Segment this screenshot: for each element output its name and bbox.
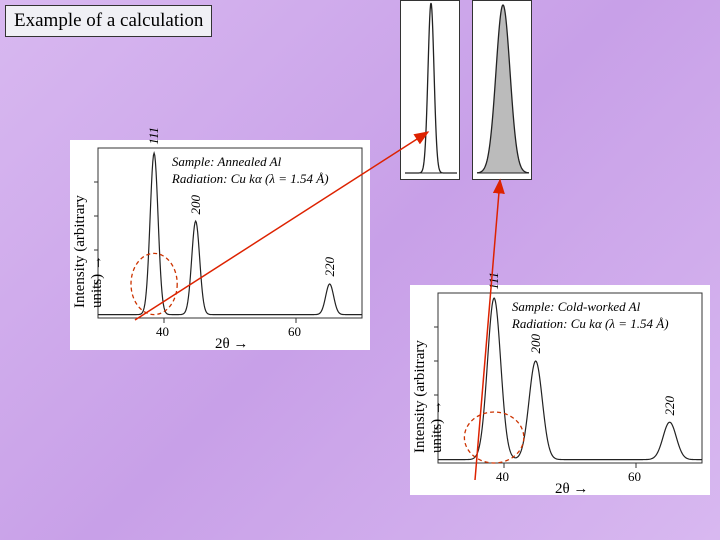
x-axis-label: 2θ → xyxy=(555,481,588,498)
peak-label: 200 xyxy=(188,195,204,215)
xrd-chart-coldworked: 4060111200220Intensity (arbitrary units)… xyxy=(410,285,710,495)
peak-label: 111 xyxy=(486,272,502,290)
x-tick-label: 40 xyxy=(156,324,169,340)
peak-label: 200 xyxy=(528,334,544,354)
x-tick-label: 60 xyxy=(288,324,301,340)
peak-label: 220 xyxy=(662,396,678,416)
x-tick-label: 40 xyxy=(496,469,509,485)
zoom-peak-narrow xyxy=(400,0,460,180)
zoom-peak-broad xyxy=(472,0,532,180)
sample-label: Sample: Annealed AlRadiation: Cu kα (λ =… xyxy=(172,154,329,188)
y-axis-label: Intensity (arbitrary units) → xyxy=(412,303,446,453)
x-tick-label: 60 xyxy=(628,469,641,485)
x-axis-label: 2θ → xyxy=(215,336,248,353)
peak-label: 220 xyxy=(322,257,338,277)
title-text: Example of a calculation xyxy=(14,10,203,31)
peak-label: 111 xyxy=(146,127,162,145)
title-box: Example of a calculation xyxy=(5,5,212,37)
xrd-chart-annealed: 4060111200220Intensity (arbitrary units)… xyxy=(70,140,370,350)
y-axis-label: Intensity (arbitrary units) → xyxy=(72,158,106,308)
sample-label: Sample: Cold-worked AlRadiation: Cu kα (… xyxy=(512,299,669,333)
